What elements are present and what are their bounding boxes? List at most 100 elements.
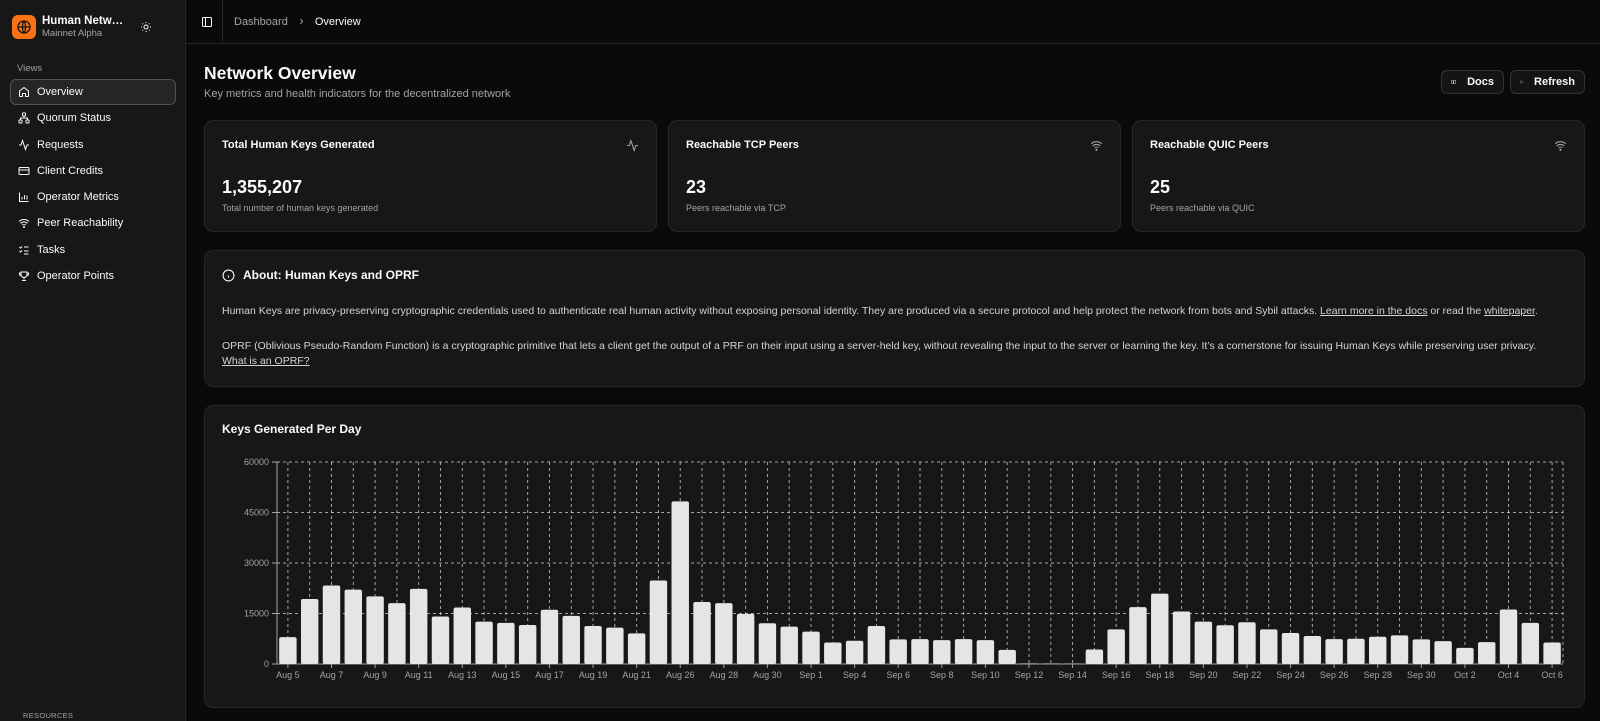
chart-bar [300, 599, 319, 664]
list-checks-icon [19, 245, 29, 255]
x-tick-label: Sep 26 [1320, 670, 1349, 680]
x-tick-label: Aug 7 [320, 670, 344, 680]
x-tick-label: Aug 26 [666, 670, 695, 680]
x-tick-label: Sep 4 [843, 670, 867, 680]
chart-bar [518, 624, 537, 664]
chart-bar [1107, 629, 1125, 664]
chart-bar [649, 580, 668, 664]
chart-bar [889, 639, 907, 664]
stat-card-tcp-peers: Reachable TCP Peers 23 Peers reachable v… [668, 120, 1121, 232]
whitepaper-link[interactable]: whitepaper [1484, 305, 1535, 317]
chart-bar [867, 625, 886, 664]
sidebar-item-label: Tasks [37, 243, 66, 256]
page-title: Network Overview [204, 63, 356, 83]
sidebar-item-quorum-status[interactable]: Quorum Status [10, 105, 176, 131]
stat-description: Peers reachable via QUIC [1150, 203, 1255, 213]
x-tick-label: Aug 21 [622, 670, 651, 680]
chart-bar [1172, 611, 1191, 664]
chart-bar [758, 623, 777, 664]
chart-bar [606, 627, 624, 664]
y-tick-label: 15000 [244, 609, 269, 619]
stat-description: Peers reachable via TCP [686, 203, 786, 213]
chart-bar [933, 640, 951, 664]
sidebar-item-label: Operator Metrics [37, 191, 119, 204]
about-card: About: Human Keys and OPRF Human Keys ar… [204, 250, 1585, 387]
chart-bar [845, 640, 864, 664]
y-tick-label: 60000 [244, 457, 269, 467]
sidebar-toggle-icon[interactable] [200, 15, 214, 29]
sidebar-item-client-credits[interactable]: Client Credits [10, 158, 176, 184]
chart-bar [627, 633, 646, 664]
sun-icon[interactable] [136, 17, 156, 37]
y-tick-label: 45000 [244, 508, 269, 518]
chart-bar [1216, 625, 1234, 664]
chart-bar [802, 631, 820, 664]
sidebar-item-operator-metrics[interactable]: Operator Metrics [10, 184, 176, 210]
chart-bar [453, 607, 471, 664]
chart-bar [671, 501, 689, 664]
activity-icon [19, 138, 29, 151]
stat-card-quic-peers: Reachable QUIC Peers 25 Peers reachable … [1132, 120, 1585, 232]
chart-bar [1194, 621, 1213, 664]
docs-button[interactable]: Docs [1441, 70, 1504, 94]
page-subtitle: Key metrics and health indicators for th… [204, 88, 511, 100]
sidebar-item-label: Client Credits [37, 164, 104, 177]
chart-bar [497, 622, 515, 664]
chart-bar [1347, 638, 1365, 664]
x-tick-label: Sep 20 [1189, 670, 1218, 680]
chart-bar [954, 639, 973, 664]
x-tick-label: Aug 19 [579, 670, 608, 680]
x-tick-label: Sep 30 [1407, 670, 1436, 680]
breadcrumb: Dashboard Overview [234, 16, 361, 28]
x-tick-label: Aug 13 [448, 670, 477, 680]
stat-value: 25 [1150, 177, 1171, 197]
chart-bar [1521, 622, 1540, 664]
sidebar-item-overview[interactable]: Overview [10, 79, 176, 105]
globe-logo-icon [12, 15, 36, 39]
sidebar-nav: Overview Quorum Status Requests Client C… [10, 79, 176, 289]
chart-bar [540, 609, 559, 664]
chart-bar [1456, 647, 1474, 664]
sidebar-item-requests[interactable]: Requests [10, 132, 176, 158]
brand-subtitle: Mainnet Alpha [42, 28, 103, 39]
chart-bar [409, 588, 428, 664]
about-heading: About: Human Keys and OPRF [222, 268, 419, 282]
chart-bar [998, 649, 1016, 664]
chart-bar [322, 585, 341, 664]
chart-bar [279, 637, 297, 664]
resources-section-label: RESOURCES [23, 711, 74, 720]
sidebar-item-peer-reachability[interactable]: Peer Reachability [10, 210, 176, 236]
breadcrumb-dashboard-link[interactable]: Dashboard [234, 15, 288, 28]
views-section-label: Views [17, 63, 43, 74]
about-p1-end: . [1534, 305, 1538, 317]
sidebar-item-operator-points[interactable]: Operator Points [10, 263, 176, 289]
x-tick-label: Sep 6 [886, 670, 910, 680]
chart-bar [366, 596, 384, 664]
about-paragraph-oprf: OPRF (Oblivious Pseudo-Random Function) … [222, 339, 1562, 369]
chart-bar [1325, 639, 1343, 664]
brand-switcher[interactable]: Human Network Mainnet Alpha [12, 12, 172, 42]
x-tick-label: Aug 28 [710, 670, 739, 680]
x-tick-label: Oct 4 [1498, 670, 1520, 680]
x-tick-label: Sep 24 [1276, 670, 1305, 680]
sidebar-item-label: Quorum Status [37, 112, 111, 125]
chart-bar [1412, 639, 1431, 664]
learn-more-docs-link[interactable]: Learn more in the docs [1320, 305, 1428, 317]
chevron-right-icon [297, 17, 306, 26]
x-tick-label: Aug 5 [276, 670, 300, 680]
wifi-icon [1554, 141, 1567, 151]
network-icon [18, 112, 30, 124]
sidebar-item-tasks[interactable]: Tasks [10, 237, 176, 263]
y-tick-label: 0 [264, 659, 269, 669]
refresh-button[interactable]: Refresh [1510, 70, 1585, 94]
x-tick-label: Sep 22 [1233, 670, 1262, 680]
top-bar: Dashboard Overview [186, 0, 1600, 44]
book-open-icon [1451, 80, 1456, 84]
chart-bar [1369, 636, 1387, 664]
stat-value: 1,355,207 [222, 177, 303, 197]
x-tick-label: Sep 28 [1363, 670, 1392, 680]
stat-title: Reachable TCP Peers [686, 139, 799, 151]
chart-bar [693, 602, 711, 664]
what-is-oprf-link[interactable]: What is an OPRF? [222, 355, 310, 367]
x-tick-label: Oct 6 [1541, 670, 1563, 680]
